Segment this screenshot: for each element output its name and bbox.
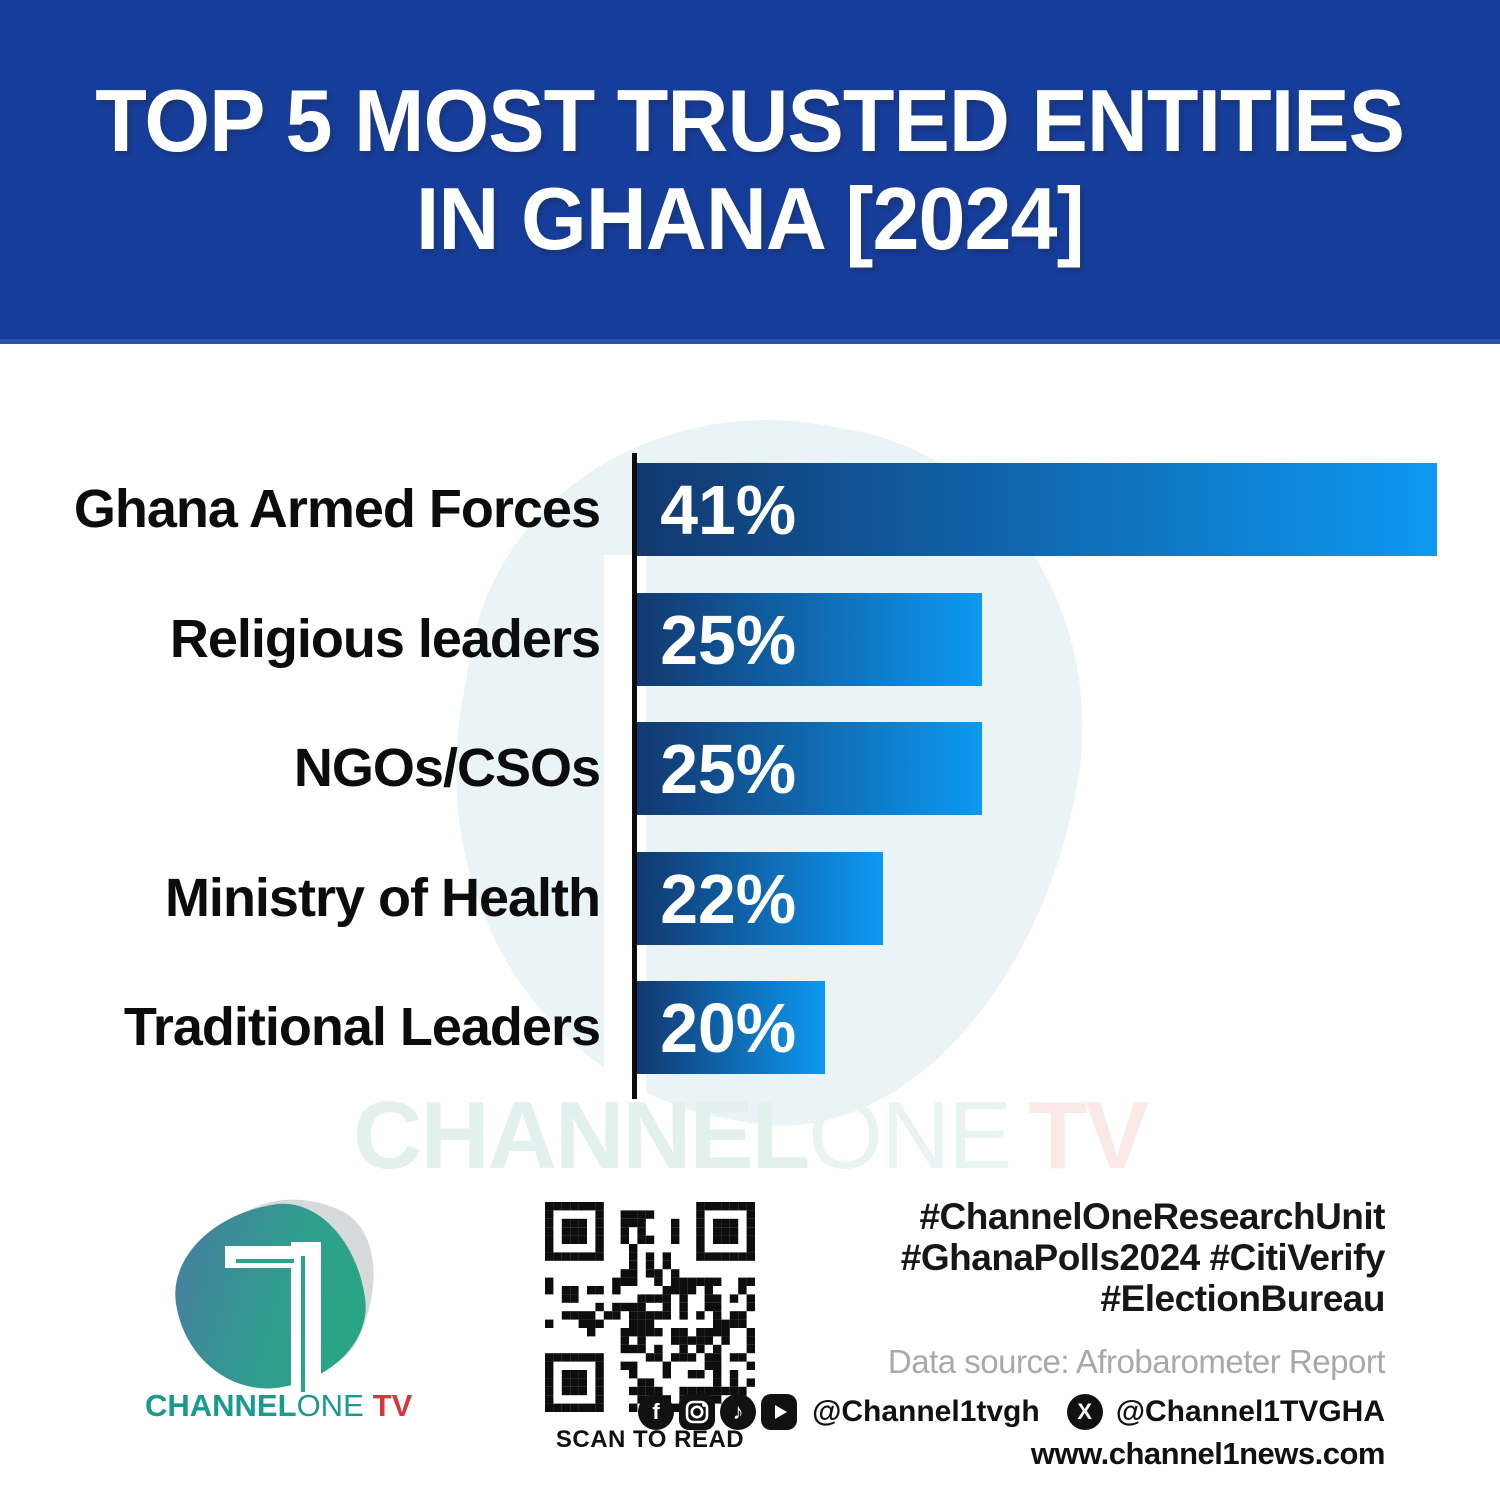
category-label: Ministry of Health — [164, 868, 601, 928]
hashtag-line-1: #ChannelOneResearchUnit — [919, 1196, 1385, 1237]
qr-caption: SCAN TO READ — [555, 1426, 745, 1453]
bar: 20% — [637, 981, 825, 1074]
youtube-icon — [761, 1394, 798, 1430]
bar-value-label: 25% — [660, 729, 797, 808]
wordmark-channel: CHANNEL — [145, 1388, 297, 1423]
social-handle-main: @Channel1tvgh — [812, 1395, 1040, 1428]
bar-value-label: 20% — [660, 988, 797, 1067]
wordmark-one: ONE — [296, 1388, 364, 1423]
data-source-text: Data source: Afrobarometer Report — [887, 1343, 1386, 1380]
logo-digit-arm-line — [236, 1259, 294, 1263]
footer-right-column: #ChannelOneResearchUnit #GhanaPolls2024 … — [638, 1196, 1386, 1472]
channel-one-watermark: CHANNELONE TV — [0, 1086, 1500, 1186]
bar-value-label: 25% — [660, 600, 797, 679]
logo-wordmark: CHANNELONE TV — [145, 1388, 445, 1424]
social-handle-x: @Channel1TVGHA — [1115, 1395, 1385, 1428]
logo-digit-stem — [291, 1242, 321, 1392]
instagram-icon — [679, 1394, 716, 1430]
bar: 41% — [637, 463, 1437, 556]
qr-code-icon — [545, 1202, 755, 1412]
watermark-tv: TV — [1028, 1082, 1149, 1189]
category-label: Religious leaders — [169, 609, 601, 669]
logo-digit-stem-line — [301, 1256, 305, 1392]
website-url: www.channel1news.com — [1030, 1436, 1386, 1471]
watermark-one: ONE — [808, 1082, 1012, 1189]
category-label: Ghana Armed Forces — [73, 479, 601, 539]
bar-value-label: 41% — [660, 470, 797, 549]
hashtag-line-2: #GhanaPolls2024 #CitiVerify — [900, 1237, 1386, 1278]
facebook-icon: f — [638, 1394, 675, 1430]
bar-value-label: 22% — [660, 859, 797, 938]
wordmark-tv: TV — [372, 1388, 413, 1423]
category-label: NGOs/CSOs — [293, 738, 601, 798]
social-row: f ♪ @Channel1tvgh X @Channel1TVGHA — [638, 1394, 1385, 1430]
hashtag-line-3: #ElectionBureau — [1100, 1278, 1386, 1319]
bar: 25% — [637, 722, 982, 815]
page-title-line2: IN GHANA [2024] — [416, 168, 1085, 268]
header-banner: TOP 5 MOST TRUSTED ENTITIES IN GHANA [20… — [0, 0, 1500, 344]
watermark-channel: CHANNEL — [352, 1082, 810, 1189]
bar: 25% — [637, 593, 982, 686]
tiktok-icon: ♪ — [720, 1394, 757, 1430]
logo-digit-arm — [225, 1246, 297, 1268]
chart-axis — [632, 453, 637, 1099]
bar-chart: Ghana Armed Forces 41% Religious leaders 25… — [73, 453, 1437, 1099]
page-title-line1: TOP 5 MOST TRUSTED ENTITIES — [95, 70, 1406, 170]
bar: 22% — [637, 852, 883, 945]
category-label: Traditional Leaders — [123, 997, 601, 1057]
x-icon: X — [1066, 1394, 1103, 1430]
